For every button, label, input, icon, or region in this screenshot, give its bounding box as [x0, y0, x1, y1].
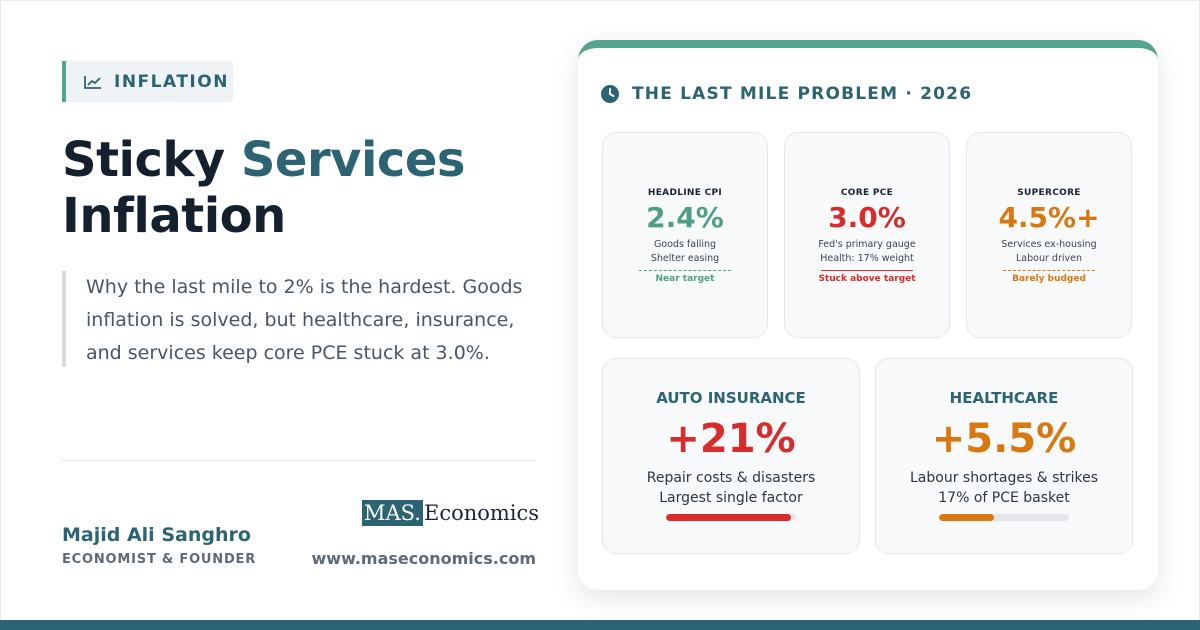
progress-bar — [666, 514, 796, 521]
progress-bar — [939, 514, 1069, 521]
stat-note: Near target — [655, 274, 715, 284]
brand-logo: MAS. Economics — [362, 500, 539, 526]
stat-value: 2.4% — [646, 201, 724, 234]
last-mile-card: THE LAST MILE PROBLEM · 2026 HEADLINE CP… — [578, 40, 1158, 590]
author-role: ECONOMIST & FOUNDER — [62, 552, 257, 567]
stat-underline — [821, 270, 913, 271]
logo-text: Economics — [423, 501, 540, 525]
chart-line-icon — [84, 75, 101, 89]
card-header: THE LAST MILE PROBLEM · 2026 — [600, 84, 972, 104]
highlight-desc-line: Repair costs & disasters — [646, 470, 816, 486]
lead-paragraph: Why the last mile to 2% is the hardest. … — [62, 271, 532, 367]
progress-bar-fill — [666, 514, 791, 521]
bottom-accent-bar — [0, 620, 1200, 630]
stat-description: Goods falling Shelter easing — [603, 238, 767, 266]
highlight-healthcare: HEALTHCARE +5.5% Labour shortages & stri… — [875, 358, 1133, 554]
stat-underline — [639, 270, 731, 271]
stat-desc-line: Goods falling — [653, 239, 717, 250]
clock-icon — [601, 85, 619, 103]
stat-card-supercore: SUPERCORE 4.5%+ Services ex-housing Labo… — [966, 132, 1132, 338]
stat-description: Services ex-housing Labour driven — [967, 238, 1131, 266]
stat-desc-line: Fed's primary gauge — [818, 239, 916, 250]
category-label: INFLATION — [114, 71, 229, 92]
title-part-2: Inflation — [62, 188, 286, 244]
stat-label: SUPERCORE — [1017, 188, 1081, 198]
divider — [62, 460, 536, 461]
stat-value: 3.0% — [828, 201, 906, 234]
highlight-desc-line: Largest single factor — [659, 490, 803, 506]
highlight-value: +5.5% — [931, 416, 1077, 462]
stat-desc-line: Health: 17% weight — [820, 253, 914, 264]
stat-card-headline-cpi: HEADLINE CPI 2.4% Goods falling Shelter … — [602, 132, 768, 338]
highlight-auto-insurance: AUTO INSURANCE +21% Repair costs & disas… — [602, 358, 860, 554]
stat-desc-line: Labour driven — [1016, 253, 1082, 264]
card-title: THE LAST MILE PROBLEM · 2026 — [632, 84, 973, 104]
stat-description: Fed's primary gauge Health: 17% weight — [785, 238, 949, 266]
highlight-label: HEALTHCARE — [949, 389, 1059, 407]
stat-label: CORE PCE — [840, 188, 894, 198]
highlight-description: Repair costs & disasters Largest single … — [603, 468, 859, 508]
author-name: Majid Ali Sanghro — [62, 524, 251, 546]
website-link[interactable]: www.maseconomics.com — [311, 549, 537, 568]
stat-note: Barely budged — [1012, 274, 1086, 284]
stat-label: HEADLINE CPI — [647, 188, 723, 198]
title-part-1: Sticky — [62, 132, 225, 188]
highlight-description: Labour shortages & strikes 17% of PCE ba… — [876, 468, 1132, 508]
page-title: Sticky Services Inflation — [62, 132, 562, 244]
highlight-label: AUTO INSURANCE — [656, 389, 806, 407]
title-accent: Services — [240, 132, 466, 188]
stat-value: 4.5%+ — [998, 201, 1100, 234]
highlight-value: +21% — [666, 416, 796, 462]
stat-desc-line: Shelter easing — [650, 253, 720, 264]
logo-mark: MAS. — [362, 500, 423, 526]
progress-bar-fill — [939, 514, 994, 521]
stat-note: Stuck above target — [818, 274, 916, 284]
stat-desc-line: Services ex-housing — [1001, 239, 1097, 250]
stat-underline — [1003, 270, 1095, 271]
highlight-desc-line: Labour shortages & strikes — [909, 470, 1099, 486]
category-tag: INFLATION — [62, 61, 233, 102]
stat-card-core-pce: CORE PCE 3.0% Fed's primary gauge Health… — [784, 132, 950, 338]
highlight-desc-line: 17% of PCE basket — [938, 490, 1070, 506]
